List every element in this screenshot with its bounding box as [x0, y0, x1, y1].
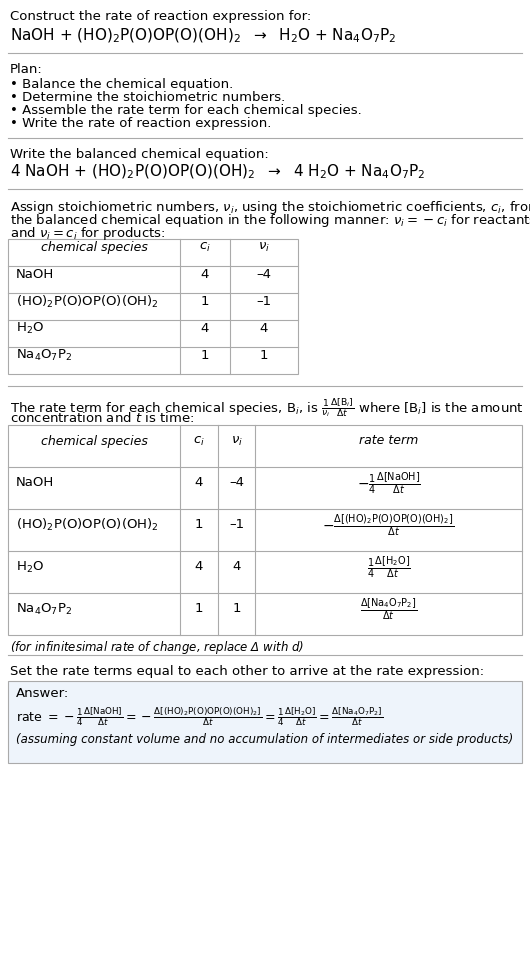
Text: $\nu_i$: $\nu_i$: [231, 434, 242, 448]
Text: and $\nu_i = c_i$ for products:: and $\nu_i = c_i$ for products:: [10, 225, 165, 242]
Text: Write the balanced chemical equation:: Write the balanced chemical equation:: [10, 148, 269, 161]
Text: NaOH + (HO)$_2$P(O)OP(O)(OH)$_2$  $\rightarrow$  H$_2$O + Na$_4$O$_7$P$_2$: NaOH + (HO)$_2$P(O)OP(O)(OH)$_2$ $\right…: [10, 27, 396, 46]
Text: Answer:: Answer:: [16, 687, 69, 700]
Text: 1: 1: [260, 349, 268, 362]
Text: concentration and $t$ is time:: concentration and $t$ is time:: [10, 411, 194, 425]
Text: –4: –4: [229, 476, 244, 490]
Text: 4: 4: [195, 560, 203, 574]
Text: $c_i$: $c_i$: [199, 241, 211, 254]
Text: The rate term for each chemical species, B$_i$, is $\frac{1}{\nu_i}\frac{\Delta[: The rate term for each chemical species,…: [10, 396, 524, 419]
Text: chemical species: chemical species: [41, 241, 147, 254]
Text: H$_2$O: H$_2$O: [16, 559, 44, 575]
Text: rate $= -\frac{1}{4}\frac{\Delta[\mathrm{NaOH}]}{\Delta t} = -\frac{\Delta[\math: rate $= -\frac{1}{4}\frac{\Delta[\mathrm…: [16, 705, 383, 728]
Text: (assuming constant volume and no accumulation of intermediates or side products): (assuming constant volume and no accumul…: [16, 733, 513, 746]
Text: $c_i$: $c_i$: [193, 434, 205, 448]
Text: 1: 1: [201, 295, 209, 308]
Text: –1: –1: [229, 518, 244, 532]
Text: Assign stoichiometric numbers, $\nu_i$, using the stoichiometric coefficients, $: Assign stoichiometric numbers, $\nu_i$, …: [10, 199, 530, 216]
Text: 4: 4: [260, 322, 268, 335]
Text: $\frac{\Delta[\mathrm{Na_4O_7P_2}]}{\Delta t}$: $\frac{\Delta[\mathrm{Na_4O_7P_2}]}{\Del…: [360, 596, 417, 622]
Text: • Write the rate of reaction expression.: • Write the rate of reaction expression.: [10, 117, 271, 130]
Text: 4: 4: [201, 268, 209, 281]
Text: 4: 4: [195, 476, 203, 490]
Bar: [8, 681, 522, 763]
Text: Construct the rate of reaction expression for:: Construct the rate of reaction expressio…: [10, 10, 311, 23]
Text: –4: –4: [257, 268, 271, 281]
Text: 4: 4: [232, 560, 241, 574]
Text: chemical species: chemical species: [41, 434, 147, 448]
Text: 1: 1: [201, 349, 209, 362]
Text: $\nu_i$: $\nu_i$: [258, 241, 270, 254]
Text: Set the rate terms equal to each other to arrive at the rate expression:: Set the rate terms equal to each other t…: [10, 665, 484, 678]
Text: $\frac{1}{4}\frac{\Delta[\mathrm{H_2O}]}{\Delta t}$: $\frac{1}{4}\frac{\Delta[\mathrm{H_2O}]}…: [367, 554, 410, 580]
Text: $-\frac{\Delta[\mathrm{(HO)_2P(O)OP(O)(OH)_2}]}{\Delta t}$: $-\frac{\Delta[\mathrm{(HO)_2P(O)OP(O)(O…: [322, 512, 455, 538]
Text: $-\frac{1}{4}\frac{\Delta[\mathrm{NaOH}]}{\Delta t}$: $-\frac{1}{4}\frac{\Delta[\mathrm{NaOH}]…: [357, 470, 420, 496]
Text: • Determine the stoichiometric numbers.: • Determine the stoichiometric numbers.: [10, 91, 285, 104]
Text: (for infinitesimal rate of change, replace Δ with $d$): (for infinitesimal rate of change, repla…: [10, 639, 304, 656]
Text: rate term: rate term: [359, 434, 418, 448]
Text: H$_2$O: H$_2$O: [16, 321, 44, 336]
Text: (HO)$_2$P(O)OP(O)(OH)$_2$: (HO)$_2$P(O)OP(O)(OH)$_2$: [16, 517, 159, 533]
Text: 1: 1: [232, 602, 241, 616]
Bar: [8, 239, 298, 374]
Text: Na$_4$O$_7$P$_2$: Na$_4$O$_7$P$_2$: [16, 348, 72, 363]
Text: –1: –1: [257, 295, 271, 308]
Text: (HO)$_2$P(O)OP(O)(OH)$_2$: (HO)$_2$P(O)OP(O)(OH)$_2$: [16, 294, 159, 309]
Text: Na$_4$O$_7$P$_2$: Na$_4$O$_7$P$_2$: [16, 601, 72, 617]
Text: • Assemble the rate term for each chemical species.: • Assemble the rate term for each chemic…: [10, 104, 362, 117]
Bar: [8, 425, 522, 635]
Text: Plan:: Plan:: [10, 63, 43, 76]
Text: 1: 1: [195, 518, 203, 532]
Text: NaOH: NaOH: [16, 476, 54, 490]
Text: 4: 4: [201, 322, 209, 335]
Text: NaOH: NaOH: [16, 268, 54, 281]
Text: 4 NaOH + (HO)$_2$P(O)OP(O)(OH)$_2$  $\rightarrow$  4 H$_2$O + Na$_4$O$_7$P$_2$: 4 NaOH + (HO)$_2$P(O)OP(O)(OH)$_2$ $\rig…: [10, 163, 426, 182]
Text: 1: 1: [195, 602, 203, 616]
Text: • Balance the chemical equation.: • Balance the chemical equation.: [10, 78, 233, 91]
Text: the balanced chemical equation in the following manner: $\nu_i = -c_i$ for react: the balanced chemical equation in the fo…: [10, 212, 530, 229]
